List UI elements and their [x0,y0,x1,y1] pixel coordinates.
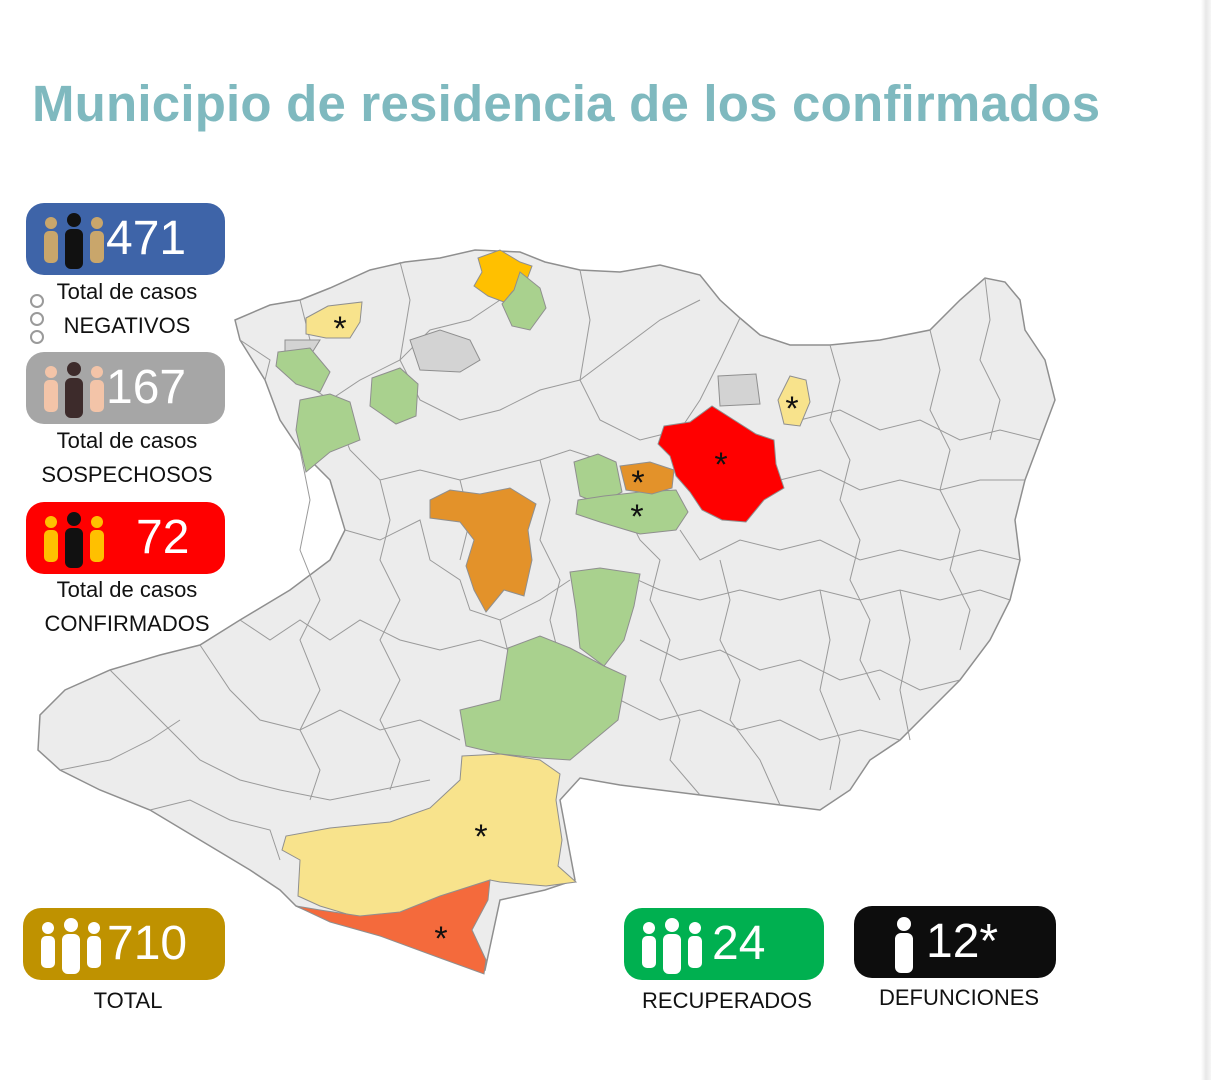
recuperados-count: 24 [712,917,766,970]
municipality-borders [59,261,1041,861]
sospechosos-count: 167 [106,361,187,414]
municipality-grey-north [409,329,481,373]
municipality-green-nw-2 [295,393,361,473]
municipality-grey-east [717,373,761,407]
confirmados-caption: Total de casos CONFIRMADOS [30,573,224,641]
connector-dots [30,294,44,344]
sospechosos-badge: 167 [26,352,225,424]
sospechosos-caption: Total de casos SOSPECHOSOS [30,424,224,492]
caption-line: Total de casos [56,279,198,304]
municipality-green-nw-3 [369,367,419,425]
marker-asterisk: * [474,818,487,856]
page-title: Municipio de residencia de los confirmad… [32,75,1101,132]
marker-asterisk: * [714,446,727,484]
recuperados-caption: RECUPERADOS [642,988,812,1013]
municipality-red-morelia [657,405,785,523]
municipality-green-center-1 [573,453,623,505]
people-icon [44,213,104,269]
municipality-yellow-nw [305,301,363,339]
people-icon [44,512,104,568]
highlighted-municipalities [275,249,811,975]
total-caption: TOTAL [93,988,163,1013]
people-icon [642,918,702,974]
marker-asterisk: * [333,310,346,348]
caption-line: SOSPECHOSOS [41,462,213,487]
total-count: 710 [107,917,188,970]
caption-line: CONFIRMADOS [44,611,210,636]
municipality-green-nw-1 [275,347,331,393]
defunciones-badge: 12* [854,906,1056,978]
map-markers: * * * * * * * [333,310,798,958]
negativos-badge: 471 [26,203,225,275]
page-edge-shadow [1201,0,1211,1080]
marker-asterisk: * [630,498,643,536]
confirmados-count: 72 [136,511,190,564]
municipality-orange-center [619,461,675,495]
municipality-orange-uruapan [429,487,537,613]
defunciones-count: 12* [926,915,999,968]
negativos-count: 471 [106,212,187,265]
municipality-green-south-2 [459,635,627,761]
people-icon [41,918,101,974]
person-icon [895,917,913,973]
marker-asterisk: * [785,390,798,428]
municipality-green-center-2 [575,489,689,535]
marker-asterisk: * [631,464,644,502]
caption-line: Total de casos [56,428,198,453]
municipality-green-south-1 [569,567,641,667]
caption-line: Total de casos [56,577,198,602]
municipality-yellow-ne [777,375,811,427]
negativos-caption: Total de casos NEGATIVOS [32,275,222,343]
defunciones-caption: DEFUNCIONES [878,985,1040,1010]
recuperados-badge: 24 [624,908,824,980]
caption-line: NEGATIVOS [63,313,191,338]
total-badge: 710 [23,908,225,980]
confirmados-badge: 72 [26,502,225,574]
municipality-redorange-coast [295,879,491,975]
municipality-green-north [501,271,547,331]
people-icon [44,362,104,418]
marker-asterisk: * [434,920,447,958]
